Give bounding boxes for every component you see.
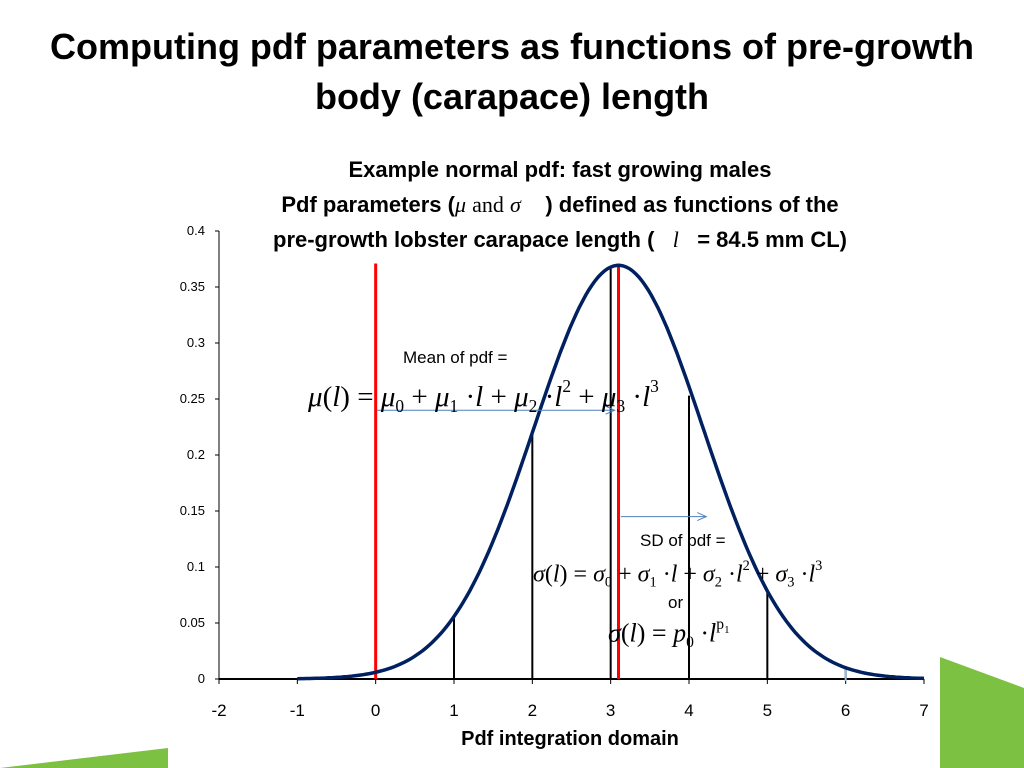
y-tick-label: 0 <box>198 671 205 686</box>
x-tick-label: 2 <box>528 701 537 720</box>
y-tick-label: 0.15 <box>180 503 205 518</box>
sd-label: SD of pdf = <box>640 531 726 550</box>
x-tick-label: -2 <box>211 701 226 720</box>
y-tick-label: 0.1 <box>187 559 205 574</box>
x-tick-label: -1 <box>290 701 305 720</box>
arrows <box>377 405 708 522</box>
y-tick-label: 0.05 <box>180 615 205 630</box>
x-tick-label: 0 <box>371 701 380 720</box>
chart-title-line-2: Pdf parameters (μ and σ ) defined as fun… <box>281 192 839 217</box>
green-corner-left <box>0 748 168 768</box>
y-tick-label: 0.4 <box>187 223 205 238</box>
x-axis-label: Pdf integration domain <box>461 728 679 750</box>
y-tick-label: 0.2 <box>187 447 205 462</box>
axes <box>215 230 925 684</box>
decorative-shapes <box>0 657 1024 768</box>
chart-title-line-3: pre-growth lobster carapace length ( l =… <box>273 227 847 252</box>
tick-labels: 0 0.05 0.1 0.15 0.2 0.25 0.3 0.35 0.4 -2 -1 0 1 2 3 4 5 6… <box>180 223 929 720</box>
pdf-curve-group <box>297 263 925 681</box>
green-corner-right <box>940 657 1024 768</box>
x-tick-label: 4 <box>684 701 693 720</box>
x-tick-label: 5 <box>763 701 772 720</box>
y-tick-label: 0.25 <box>180 391 205 406</box>
x-tick-label: 1 <box>449 701 458 720</box>
chart-title: Example normal pdf: fast growing males P… <box>200 152 920 257</box>
slide-title: Computing pdf parameters as functions of… <box>49 26 975 117</box>
integration-bars <box>453 266 847 681</box>
x-tick-label: 6 <box>841 701 850 720</box>
or-label: or <box>668 593 684 612</box>
sd-formula: σ(l) = σ0 + σ1 ·l + σ2 ·l2 + σ3 ·l3 <box>533 558 823 591</box>
mean-label: Mean of pdf = <box>403 348 508 367</box>
chart-title-line-1: Example normal pdf: fast growing males <box>348 157 772 182</box>
arrow-head <box>697 512 708 522</box>
red-reference-lines <box>374 263 620 679</box>
x-tick-label: 3 <box>606 701 615 720</box>
pdf-curve <box>297 263 925 681</box>
x-tick-label: 7 <box>919 701 928 720</box>
y-tick-label: 0.3 <box>187 335 205 350</box>
y-tick-label: 0.35 <box>180 279 205 294</box>
sd-power-formula: σ(l) = p0 ·lp1 <box>608 616 730 651</box>
mean-formula: μ(l) = μ0 + μ1 ·l + μ2 ·l2 + μ3 ·l3 <box>308 376 659 416</box>
arrow-head <box>605 405 616 415</box>
